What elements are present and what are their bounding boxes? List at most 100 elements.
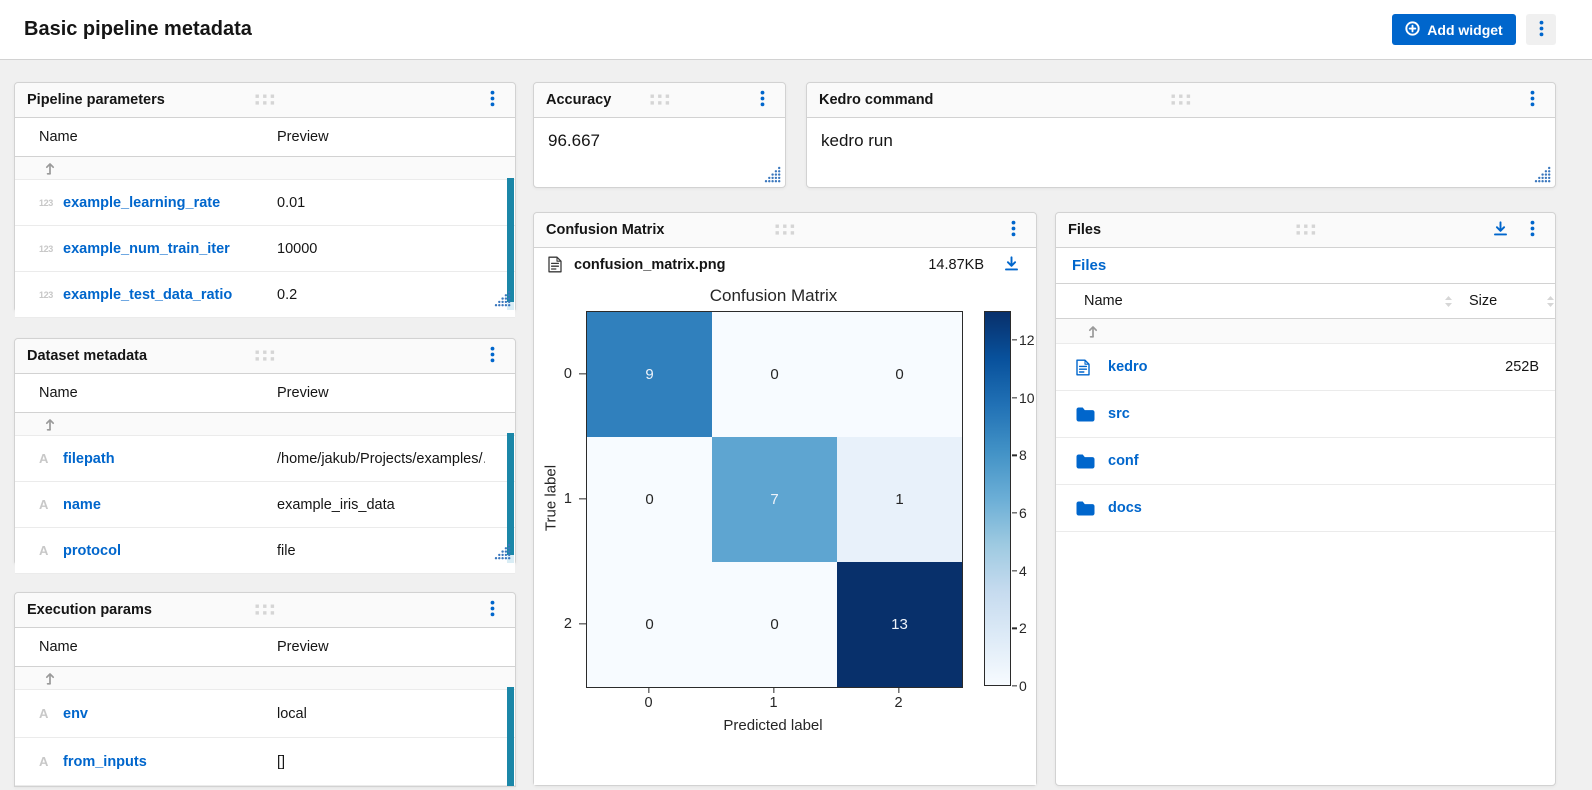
- x-tick-mark: [897, 687, 900, 693]
- param-name-link[interactable]: example_learning_rate: [63, 194, 221, 211]
- scrollbar[interactable]: [507, 178, 514, 310]
- param-name-link[interactable]: example_test_data_ratio: [63, 286, 233, 303]
- param-preview: []: [277, 753, 286, 770]
- colorbar-tick-label: 8: [1019, 447, 1027, 464]
- string-type-icon: A: [39, 543, 49, 558]
- y-tick-label: 0: [563, 365, 572, 382]
- kebab-icon: [490, 600, 495, 620]
- download-all-button[interactable]: [1489, 218, 1511, 242]
- scrollbar-thumb[interactable]: [507, 178, 514, 302]
- string-type-icon: A: [39, 706, 49, 721]
- widget-kebab-button[interactable]: [481, 598, 503, 622]
- x-tick-label: 1: [769, 695, 778, 711]
- heatmap-cell: 0: [587, 437, 712, 562]
- column-header-preview[interactable]: Preview: [277, 385, 329, 401]
- string-type-icon: A: [39, 451, 49, 466]
- y-tick-mark: [579, 372, 586, 375]
- column-header-name[interactable]: Name: [1084, 293, 1123, 309]
- string-type-icon: A: [39, 754, 49, 769]
- drag-handle-icon[interactable]: [1296, 224, 1315, 236]
- drag-handle-icon[interactable]: [650, 94, 669, 106]
- scrollbar[interactable]: [507, 687, 514, 786]
- param-preview: 0.2: [277, 286, 298, 303]
- download-file-button[interactable]: [1000, 253, 1022, 277]
- scrollbar-thumb[interactable]: [507, 433, 514, 555]
- drag-handle-icon[interactable]: [255, 94, 275, 106]
- colorbar: [984, 311, 1011, 686]
- param-name-link[interactable]: from_inputs: [63, 753, 147, 770]
- widget-kebab-button[interactable]: [751, 88, 773, 112]
- table-row: 123 example_learning_rate 0.01: [15, 180, 515, 226]
- resize-handle-icon[interactable]: [494, 543, 512, 561]
- column-header-preview[interactable]: Preview: [277, 639, 329, 655]
- resize-handle-icon[interactable]: [764, 166, 782, 184]
- page-title: Basic pipeline metadata: [24, 18, 252, 40]
- filter-row[interactable]: [15, 157, 515, 180]
- param-preview: /home/jakub/Projects/examples/…: [277, 450, 485, 467]
- column-header-name[interactable]: Name: [39, 639, 78, 655]
- x-axis-label: Predicted label: [723, 717, 823, 734]
- resize-handle-icon[interactable]: [494, 290, 512, 308]
- download-icon: [1003, 255, 1020, 275]
- colorbar-tick-mark: [1012, 627, 1017, 629]
- file-name-link[interactable]: src: [1108, 406, 1130, 422]
- column-header-name[interactable]: Name: [39, 385, 78, 401]
- param-name-link[interactable]: name: [63, 496, 101, 513]
- drag-handle-icon[interactable]: [775, 224, 795, 236]
- heatmap-grid: 9 0 0 0 7 1 0 0 13: [586, 311, 963, 688]
- param-name-link[interactable]: filepath: [63, 450, 115, 467]
- param-preview: file: [277, 542, 296, 559]
- widget-header: Execution params: [15, 593, 515, 628]
- column-header-name[interactable]: Name: [39, 129, 78, 145]
- scrollbar-thumb[interactable]: [507, 687, 514, 786]
- drag-handle-icon[interactable]: [255, 350, 275, 362]
- file-attachment-row: confusion_matrix.png 14.87KB: [534, 248, 1036, 282]
- filter-row[interactable]: [15, 413, 515, 436]
- widget-kebab-button[interactable]: [1002, 218, 1024, 242]
- file-name-link[interactable]: docs: [1108, 500, 1142, 516]
- file-row: conf: [1056, 438, 1555, 485]
- param-preview: 0.01: [277, 194, 306, 211]
- files-breadcrumb-link[interactable]: Files: [1072, 257, 1107, 274]
- document-icon: [548, 256, 562, 273]
- file-name-link[interactable]: conf: [1108, 453, 1139, 469]
- colorbar-tick-mark: [1012, 569, 1017, 572]
- table-body: 123 example_learning_rate 0.01 123 example_n…: [15, 180, 515, 318]
- widget-kebab-button[interactable]: [481, 344, 503, 368]
- drag-handle-icon[interactable]: [255, 604, 275, 616]
- file-name-link[interactable]: kedro: [1108, 359, 1148, 375]
- folder-icon: [1076, 407, 1108, 422]
- file-row: src: [1056, 391, 1555, 438]
- breadcrumb: Files: [1056, 248, 1555, 284]
- table-header: Name Preview: [15, 374, 515, 413]
- resize-handle-icon[interactable]: [1534, 166, 1552, 184]
- param-name-link[interactable]: example_num_train_iter: [63, 240, 230, 257]
- widget-kebab-button[interactable]: [1521, 88, 1543, 112]
- widget-title: Kedro command: [819, 92, 934, 108]
- widget-kebab-button[interactable]: [481, 88, 503, 112]
- filter-row[interactable]: [1056, 319, 1555, 344]
- drag-handle-icon[interactable]: [1171, 94, 1191, 106]
- colorbar-tick-label: 0: [1019, 678, 1027, 694]
- sort-icon[interactable]: [1444, 295, 1453, 308]
- filter-row[interactable]: [15, 667, 515, 690]
- folder-icon: [1076, 454, 1108, 469]
- page-kebab-button[interactable]: [1526, 14, 1556, 45]
- heatmap-cell: 0: [837, 312, 962, 437]
- sort-icon[interactable]: [1546, 295, 1555, 308]
- column-header-preview[interactable]: Preview: [277, 129, 329, 145]
- widget-kebab-button[interactable]: [1521, 218, 1543, 242]
- level-up-icon: [43, 417, 56, 432]
- kebab-icon: [760, 90, 765, 110]
- widget-title: Pipeline parameters: [27, 92, 165, 108]
- param-name-link[interactable]: env: [63, 705, 88, 722]
- colorbar-tick-label: 12: [1019, 331, 1035, 348]
- colorbar-tick-mark: [1012, 396, 1017, 399]
- column-header-size[interactable]: Size: [1469, 293, 1498, 309]
- scrollbar[interactable]: [507, 433, 514, 563]
- add-widget-button[interactable]: Add widget: [1392, 14, 1516, 45]
- level-up-icon: [1086, 324, 1099, 339]
- param-name-link[interactable]: protocol: [63, 542, 121, 559]
